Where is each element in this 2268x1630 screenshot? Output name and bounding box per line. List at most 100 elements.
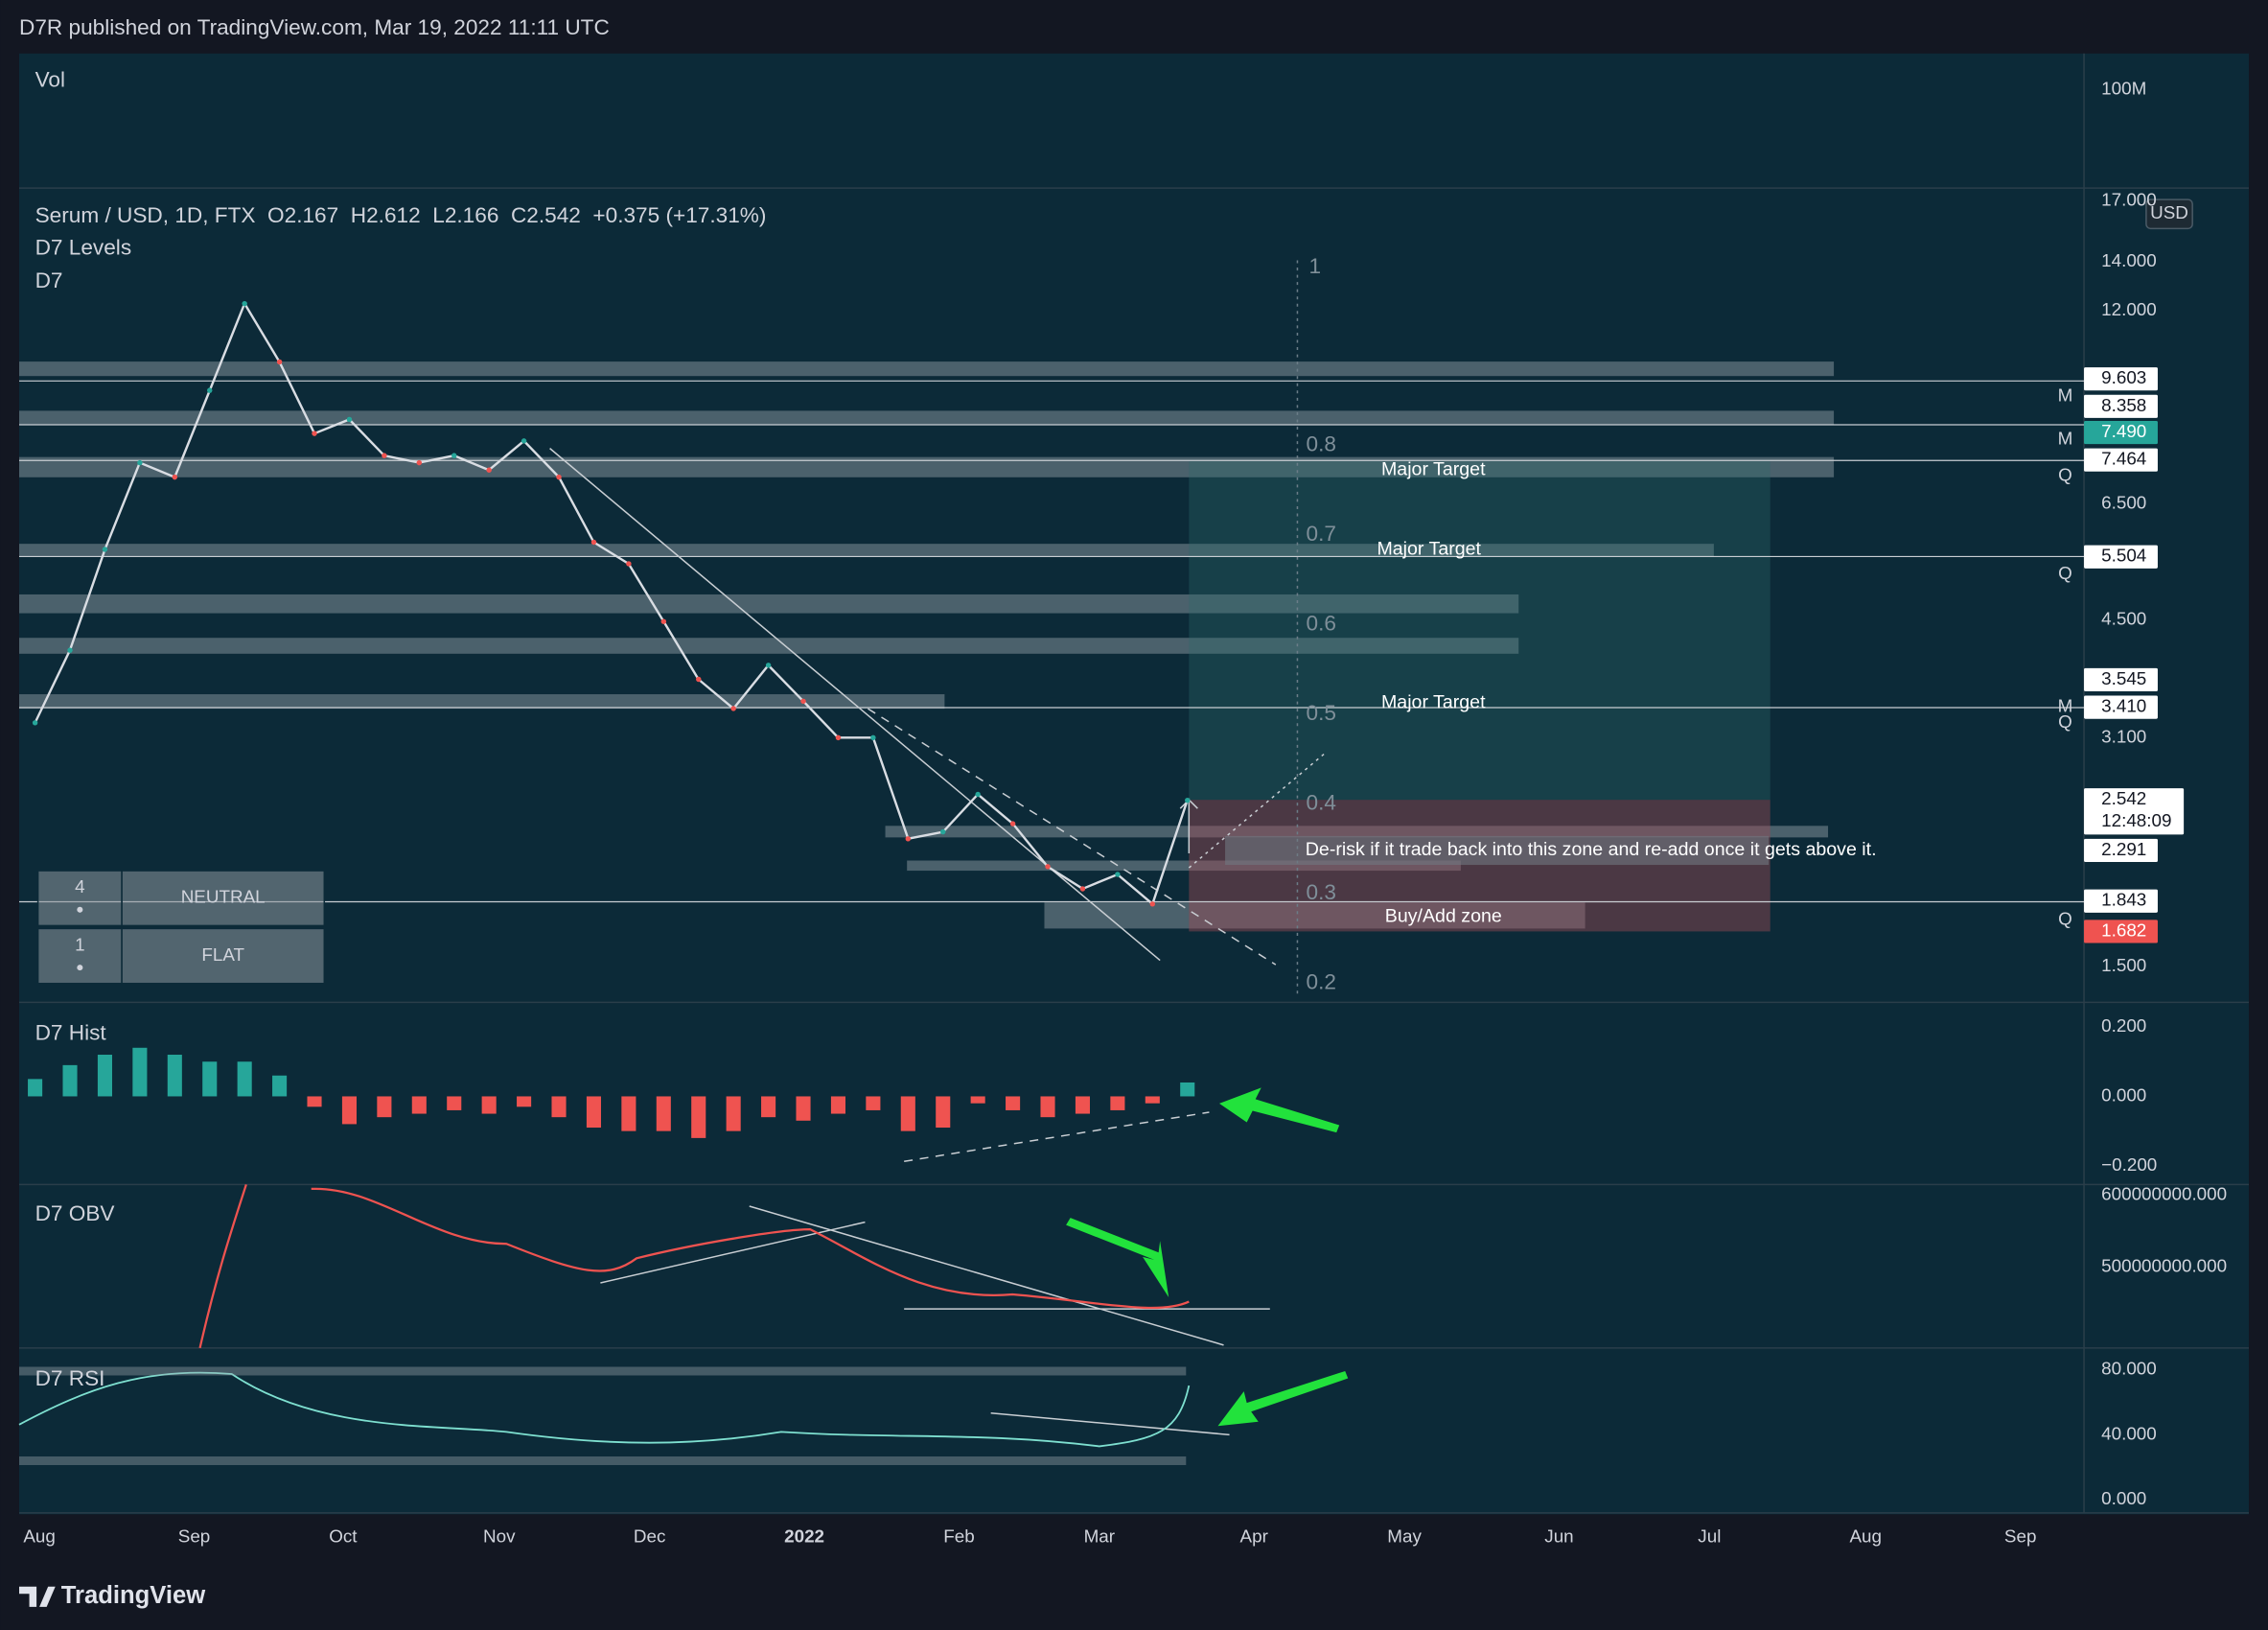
price-point [346,416,353,423]
pane-title: D7 OBV [35,1201,115,1225]
price-point [1185,797,1191,803]
x-tick-label: Aug [1849,1525,1882,1546]
hist-bar [1075,1096,1090,1114]
x-tick-label: Nov [483,1525,516,1546]
level-marker: Q [2058,563,2072,583]
hist-bar [796,1096,811,1121]
level-marker: M [2058,696,2073,716]
y-tick-label: 12.000 [2101,299,2157,319]
x-tick-label: Apr [1240,1525,1268,1546]
price-point [940,828,946,835]
hist-bar [656,1096,671,1131]
x-tick-label: Sep [178,1525,211,1546]
price-point [102,547,108,552]
price-point [276,359,283,365]
hist-bar [62,1064,78,1097]
table-cell [121,927,326,985]
hist-bar [691,1096,706,1138]
hist-bar [761,1096,776,1118]
fib-label: 0.5 [1307,701,1336,725]
header-title: D7R published on TradingView.com, Mar 19… [19,15,610,39]
price-point [626,561,632,567]
level-label: 3.545 [2101,668,2146,688]
y-tick-label: 80.000 [2101,1358,2157,1378]
y-tick-label: 600000000.000 [2101,1184,2227,1204]
price-point [1115,872,1121,877]
y-tick-label: 0.000 [2101,1488,2146,1508]
y-tick-label: 6.500 [2101,493,2146,513]
footer-brand[interactable]: TradingView [61,1582,206,1609]
fib-label: 0.6 [1307,612,1336,636]
y-tick-label: 1.500 [2101,955,2146,975]
price-point [800,698,806,705]
hist-bar [1006,1096,1021,1110]
price-point [242,300,247,307]
level-marker: Q [2058,711,2072,732]
obv-trace [198,1184,1190,1349]
footer-logo[interactable] [19,1586,56,1607]
fib-label: 0.4 [1307,791,1336,815]
hist-bar [970,1096,985,1104]
x-tick-label: 2022 [784,1525,824,1546]
hist-bar [132,1047,148,1097]
zone-label: Major Target [1381,691,1486,712]
fib-label: 0.7 [1307,522,1336,546]
price-point [172,474,178,480]
price-point [905,836,912,842]
hist-bar [1110,1096,1125,1110]
green-arrows [1066,1087,1349,1427]
x-tick-label: Dec [634,1525,666,1546]
table-cell [36,927,123,985]
price-point [32,720,38,726]
hist-bar [237,1061,252,1097]
vol-axis-label: 100M [2101,79,2146,99]
level-label-box [2084,788,2185,835]
hist-bar [377,1096,392,1118]
level-label-box [2084,695,2158,719]
hist-bar [726,1096,741,1131]
pane-separators [19,53,2249,1514]
level-label-box [2084,420,2158,445]
price-point [696,676,702,683]
price-point [486,467,492,473]
price-point [1079,886,1086,892]
hist-bar [1180,1082,1195,1097]
x-tick-label: Jul [1698,1525,1721,1546]
indicator-title: D7 [35,268,63,292]
hist-bar [202,1061,218,1097]
hist-bar [621,1096,636,1131]
table-state: FLAT [201,944,244,965]
level-label: 7.464 [2101,449,2146,469]
y-tick-label: 500000000.000 [2101,1255,2227,1275]
price-point [1045,864,1051,870]
rsi-trace [18,1371,1191,1448]
y-tick-label: 40.000 [2101,1423,2157,1443]
level-marker: M [2058,384,2073,405]
price-point [590,539,597,546]
zone-bands [19,361,1835,929]
pane-title: D7 Hist [35,1020,107,1044]
level-label-box [2084,394,2158,418]
level-label: 7.490 [2101,421,2146,441]
level-label-box [2084,367,2158,391]
price-point [312,431,317,436]
fib-label: 1 [1309,254,1322,278]
level-label: 5.504 [2101,546,2146,566]
table-dot [77,906,83,913]
currency-badge[interactable] [2145,198,2193,230]
level-label-box [2084,545,2158,569]
price-point [975,791,981,798]
y-tick-label: 14.000 [2101,250,2157,270]
price-point [765,663,772,668]
y-tick-label: 4.500 [2101,609,2146,629]
x-tick-label: May [1387,1525,1422,1546]
zone-label: Major Target [1377,538,1481,559]
hist-bar [481,1096,497,1114]
hist-bar [447,1096,462,1110]
table-state: NEUTRAL [181,887,266,907]
price-point [1009,821,1016,827]
hist-bar [1040,1096,1055,1118]
currency[interactable]: USD [2150,202,2188,222]
price-point [521,438,527,444]
